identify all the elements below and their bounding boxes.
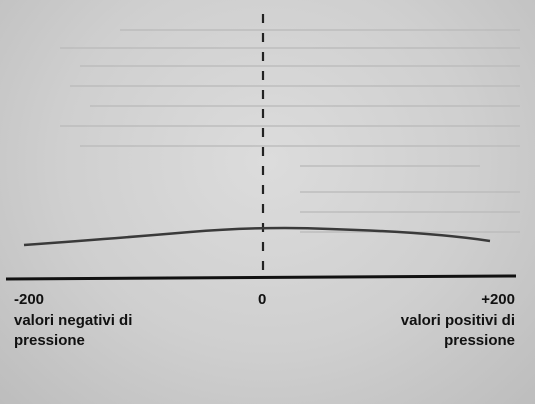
negative-caption-line-2: pressione: [14, 332, 85, 349]
axis-min-label: -200: [14, 291, 45, 308]
axis-zero-label: 0: [258, 291, 267, 308]
negative-caption-line-1: valori negativi di: [14, 312, 133, 329]
positive-pressure-caption: valori positivi di pressione: [401, 311, 515, 351]
horizontal-axis: [5, 274, 517, 281]
pressure-curve: [23, 226, 491, 247]
negative-pressure-caption: valori negativi di pressione: [14, 311, 132, 351]
axis-max-label: +200: [481, 291, 515, 308]
positive-caption-line-2: pressione: [444, 332, 515, 349]
positive-caption-line-1: valori positivi di: [400, 312, 515, 329]
background-text-texture: [60, 29, 520, 233]
